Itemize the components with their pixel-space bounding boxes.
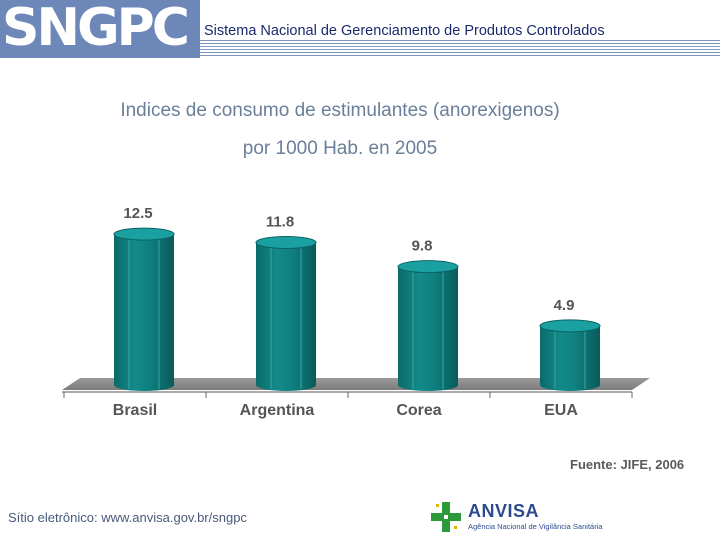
logo-text: SNGPC [2, 0, 190, 58]
category-label-corea: Corea [396, 402, 441, 419]
sngpc-logo: SNGPC [0, 0, 200, 58]
bar-top [397, 260, 459, 274]
bar-argentina [255, 236, 317, 391]
bar-body [114, 234, 174, 391]
chart-title: Indices de consumo de estimulantes (anor… [120, 100, 560, 121]
header: SNGPC Sistema Nacional de Gerenciamento … [0, 0, 720, 60]
chart-subtitle: por 1000 Hab. en 2005 [242, 138, 438, 159]
category-label-argentina: Argentina [240, 402, 315, 419]
value-label-brasil: 12.5 [123, 205, 152, 222]
anvisa-name: ANVISA [468, 501, 540, 521]
bar-top [113, 227, 175, 241]
anvisa-subtitle: Agência Nacional de Vigilância Sanitária [468, 522, 603, 531]
bar-eua [539, 319, 601, 391]
value-label-eua: 4.9 [554, 297, 575, 314]
bar-body [256, 242, 316, 391]
chart-source: Fuente: JIFE, 2006 [570, 457, 685, 472]
chart-floor [62, 378, 650, 390]
anvisa-cross-icon [431, 502, 461, 532]
header-title: Sistema Nacional de Gerenciamento de Pro… [204, 23, 605, 39]
bar-top [539, 319, 601, 333]
footer-site-link[interactable]: Sítio eletrônico: www.anvisa.gov.br/sngp… [8, 510, 247, 525]
bar-body [540, 325, 600, 391]
bar-top [255, 236, 317, 250]
value-label-argentina: 11.8 [266, 214, 294, 231]
bar-body [398, 266, 458, 391]
anvisa-logo: ANVISA Agência Nacional de Vigilância Sa… [424, 496, 614, 536]
bar-corea [397, 260, 459, 391]
value-label-corea: 9.8 [412, 238, 433, 255]
bar-brasil [113, 227, 175, 391]
category-label-brasil: Brasil [113, 402, 157, 419]
category-label-eua: EUA [544, 402, 578, 419]
